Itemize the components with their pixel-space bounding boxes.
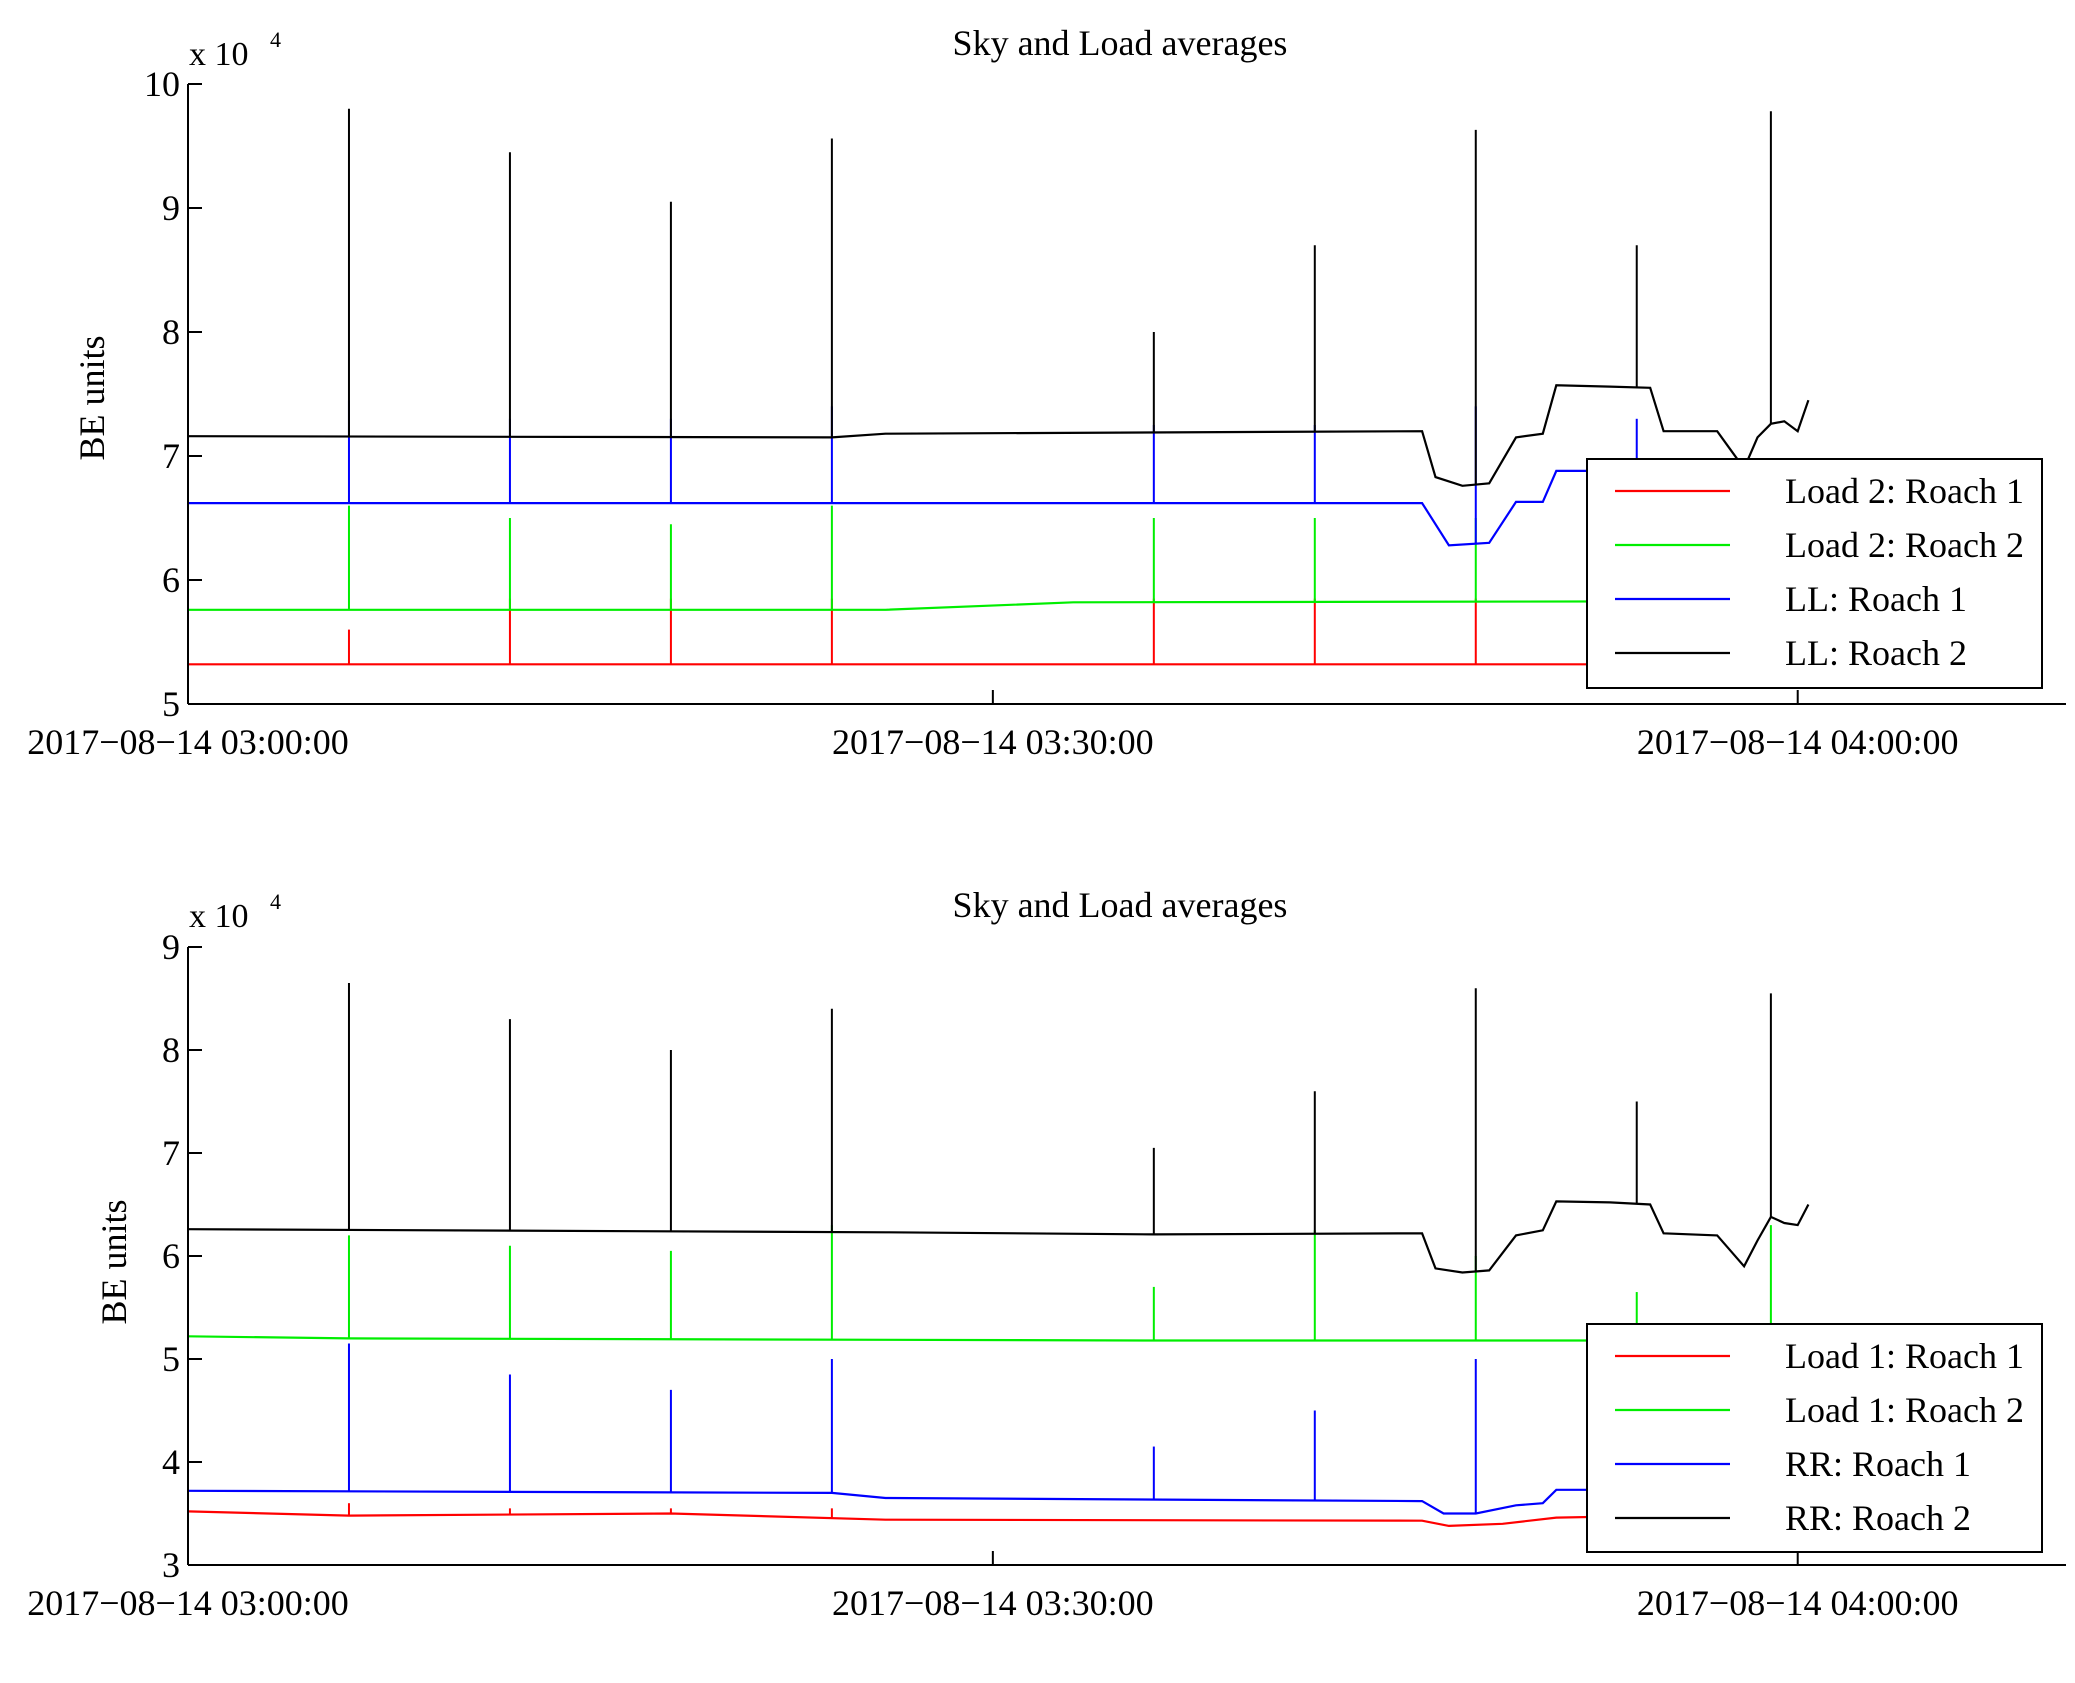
x-tick-label: 2017−08−14 03:30:00 <box>832 722 1154 762</box>
y-tick-label: 6 <box>162 1236 180 1276</box>
y-tick-label: 8 <box>162 1030 180 1070</box>
y-tick-label: 7 <box>162 1133 180 1173</box>
series-load-2-roach-2 <box>187 505 1798 611</box>
y-axis-label: BE units <box>94 1199 134 1324</box>
x-tick-label: 2017−08−14 03:00:00 <box>27 1583 349 1623</box>
series-ll-roach-1 <box>187 400 1692 547</box>
series-load-2-roach-1 <box>187 598 1798 666</box>
y-tick-label: 9 <box>162 188 180 228</box>
legend-box <box>1586 1323 2043 1553</box>
y-tick-label: 5 <box>162 684 180 724</box>
series-line <box>188 469 1692 547</box>
y-tick-label: 10 <box>144 64 180 104</box>
series-ll-roach-2 <box>187 108 1810 487</box>
y-tick-label: 9 <box>162 927 180 967</box>
y-axis-label: BE units <box>72 335 112 460</box>
legend-box <box>1586 458 2043 689</box>
y-exponent-prefix: x 10 <box>189 898 249 935</box>
y-tick-label: 3 <box>162 1545 180 1585</box>
series-rr-roach-1 <box>187 1343 1691 1515</box>
axis-ticks: 5 6 7 8 9 10 2017−08−14 03:00:00 2017−08−14 03:… <box>27 64 1958 762</box>
series-line <box>187 384 1810 487</box>
y-tick-label: 5 <box>162 1339 180 1379</box>
y-tick-label: 8 <box>162 312 180 352</box>
y-tick-label: 4 <box>162 1442 180 1482</box>
legend-items: Load 2: Roach 1 Load 2: Roach 2 LL: Roach … <box>1615 471 2024 673</box>
chart-panel-bottom: Sky and Load averages BE units x 10 4 3 4… <box>27 885 2066 1623</box>
legend-label: RR: Roach 2 <box>1785 1498 1971 1538</box>
legend-label: Load 2: Roach 1 <box>1785 471 2024 511</box>
series-line <box>188 599 1798 611</box>
legend: Load 1: Roach 1 Load 1: Roach 2 RR: Roach … <box>1586 1323 2043 1553</box>
chart-title: Sky and Load averages <box>953 23 1288 63</box>
x-tick-label: 2017−08−14 04:00:00 <box>1637 1583 1959 1623</box>
y-exponent-power: 4 <box>270 889 281 914</box>
series-line <box>187 1488 1691 1515</box>
plot-area <box>187 108 1810 666</box>
chart-title: Sky and Load averages <box>953 885 1288 925</box>
x-tick-label: 2017−08−14 04:00:00 <box>1637 722 1959 762</box>
legend-label: Load 1: Roach 1 <box>1785 1336 2024 1376</box>
legend-label: RR: Roach 1 <box>1785 1444 1971 1484</box>
series-load-1-roach-2 <box>187 1225 1798 1342</box>
axis-ticks: 3 4 5 6 7 8 9 2017−08−14 03:00:00 2017−08−14 03:… <box>27 927 1958 1623</box>
y-tick-label: 6 <box>162 560 180 600</box>
series-line <box>187 1335 1798 1342</box>
y-exponent-power: 4 <box>270 27 281 52</box>
legend-label: LL: Roach 1 <box>1785 579 1967 619</box>
legend-label: Load 1: Roach 2 <box>1785 1390 2024 1430</box>
y-exponent-prefix: x 10 <box>189 36 249 73</box>
legend-label: Load 2: Roach 2 <box>1785 525 2024 565</box>
x-tick-label: 2017−08−14 03:00:00 <box>27 722 349 762</box>
chart-panel-top: Sky and Load averages BE units x 10 4 5 6… <box>27 23 2066 762</box>
legend: Load 2: Roach 1 Load 2: Roach 2 LL: Roach … <box>1586 458 2043 689</box>
y-tick-label: 7 <box>162 436 180 476</box>
x-tick-label: 2017−08−14 03:30:00 <box>832 1583 1154 1623</box>
plot-area <box>187 983 1810 1528</box>
legend-label: LL: Roach 2 <box>1785 633 1967 673</box>
legend-items: Load 1: Roach 1 Load 1: Roach 2 RR: Roach … <box>1615 1336 2024 1538</box>
series-rr-roach-2 <box>187 983 1810 1274</box>
series-line <box>187 1200 1810 1274</box>
